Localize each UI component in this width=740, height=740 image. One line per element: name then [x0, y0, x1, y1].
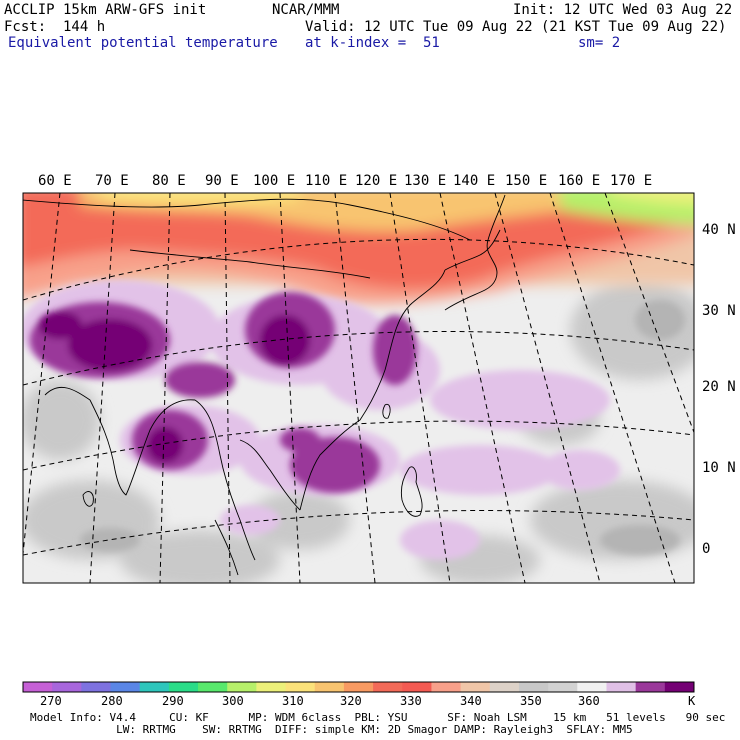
colorbar-swatch	[431, 682, 462, 692]
lon-label: 100 E	[253, 173, 295, 189]
model-title: ACCLIP 15km ARW-GFS init	[4, 2, 207, 18]
colorbar-swatch	[256, 682, 287, 692]
theta-e-field	[23, 193, 694, 583]
colorbar-swatch	[343, 682, 374, 692]
lat-label: 10 N	[702, 460, 736, 476]
model-info-line2: LW: RRTMG SW: RRTMG DIFF: simple KM: 2D …	[30, 723, 633, 736]
colorbar-swatch	[460, 682, 491, 692]
colorbar-swatch	[373, 682, 403, 692]
colorbar-swatch	[81, 682, 112, 692]
colorbar-swatch	[110, 682, 141, 692]
colorbar-swatch	[139, 682, 170, 692]
colorbar-label: 300	[222, 694, 244, 708]
lon-label: 120 E	[355, 173, 397, 189]
colorbar-swatch	[548, 682, 578, 692]
lon-label: 60 E	[38, 173, 72, 189]
colorbar-label: 320	[340, 694, 362, 708]
colorbar-swatch	[52, 682, 82, 692]
lon-label: 80 E	[152, 173, 186, 189]
lat-label: 40 N	[702, 222, 736, 238]
colorbar-swatch	[577, 682, 607, 692]
level-label: at k-index = 51	[305, 35, 440, 51]
colorbar-frame	[22, 681, 695, 693]
map-frame	[22, 192, 695, 584]
colorbar-label: 340	[460, 694, 482, 708]
colorbar-swatch	[606, 682, 637, 692]
valid-time: Valid: 12 UTC Tue 09 Aug 22 (21 KST Tue …	[305, 19, 727, 35]
latitude-labels: 40 N 30 N 20 N 10 N 0	[702, 222, 736, 557]
colorbar-label: 330	[400, 694, 422, 708]
init-time: Init: 12 UTC Wed 03 Aug 22	[513, 2, 733, 18]
colorbar-swatch	[518, 682, 549, 692]
colorbar-swatch	[285, 682, 316, 692]
smoothing-label: sm= 2	[578, 35, 621, 51]
colorbar-label: 310	[282, 694, 304, 708]
colorbar	[23, 682, 695, 692]
colorbar-labels: 270 280 290 300 310 320 330 340 350 360 …	[40, 694, 696, 708]
lat-label: 20 N	[702, 379, 736, 395]
colorbar-swatch	[227, 682, 257, 692]
colorbar-swatch	[635, 682, 666, 692]
colorbar-swatch	[168, 682, 199, 692]
colorbar-swatch	[198, 682, 228, 692]
colorbar-swatch	[664, 682, 695, 692]
colorbar-label: 280	[101, 694, 123, 708]
field-name: Equivalent potential temperature	[8, 35, 278, 51]
forecast-hour: Fcst: 144 h	[4, 19, 106, 35]
colorbar-label: 350	[520, 694, 542, 708]
longitude-labels: 60 E 70 E 80 E 90 E 100 E 110 E 120 E 13…	[38, 173, 652, 189]
colorbar-swatch	[314, 682, 345, 692]
colorbar-swatch	[402, 682, 432, 692]
lat-label: 30 N	[702, 303, 736, 319]
lon-label: 160 E	[558, 173, 600, 189]
lon-label: 170 E	[610, 173, 652, 189]
lon-label: 150 E	[505, 173, 547, 189]
colorbar-label: 270	[40, 694, 62, 708]
lon-label: 90 E	[205, 173, 239, 189]
lat-label: 0	[702, 541, 710, 557]
colorbar-swatch	[489, 682, 520, 692]
colorbar-label: 290	[162, 694, 184, 708]
lon-label: 140 E	[453, 173, 495, 189]
colorbar-swatch	[23, 682, 53, 692]
lon-label: 70 E	[95, 173, 129, 189]
org-label: NCAR/MMM	[272, 2, 340, 18]
lon-label: 110 E	[305, 173, 347, 189]
colorbar-label: 360	[578, 694, 600, 708]
model-info-line1: Model Info: V4.4 CU: KF MP: WDM 6class P…	[30, 711, 726, 724]
colorbar-unit: K	[688, 694, 696, 708]
lon-label: 130 E	[404, 173, 446, 189]
